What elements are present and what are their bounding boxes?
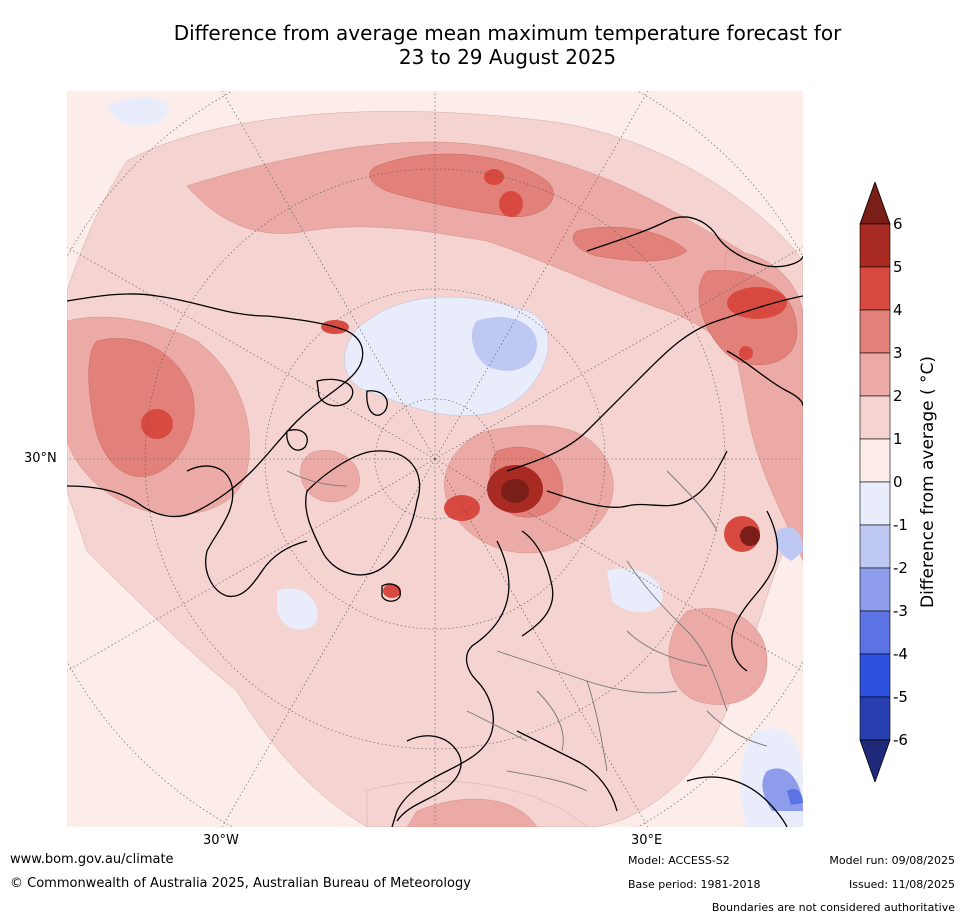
colorbar-tick-label: 2 (893, 387, 903, 405)
colorbar-bin (859, 610, 891, 655)
colorbar-bin (859, 438, 891, 483)
colorbar-tick-label: 6 (893, 215, 903, 233)
country-boundaries (286, 470, 768, 792)
colorbar-extend-bottom (859, 739, 891, 784)
forecast-map (67, 91, 803, 827)
title-line-1: Difference from average mean maximum tem… (173, 21, 842, 45)
colorbar-tick-label: -4 (893, 645, 908, 663)
colorbar-tick-label: 1 (893, 430, 903, 448)
longitude-label-30e: 30°E (631, 833, 663, 848)
colorbar-tick-label: -6 (893, 731, 908, 749)
copyright-notice: © Commonwealth of Australia 2025, Austra… (10, 876, 471, 891)
colorbar-extend-top (859, 180, 891, 225)
colorbar-tick-label: 3 (893, 344, 903, 362)
coastlines (67, 216, 803, 827)
model-info: Model: ACCESS-S2 (628, 854, 730, 867)
colorbar (858, 180, 898, 784)
colorbar-bin (859, 653, 891, 698)
colorbar-svg (859, 180, 891, 784)
colorbar-bin (859, 223, 891, 268)
colorbar-bin (859, 696, 891, 741)
colorbar-tick-label: 5 (893, 258, 903, 276)
colorbar-tick-label: 4 (893, 301, 903, 319)
map-title: Difference from average mean maximum tem… (60, 21, 955, 69)
map-svg (67, 91, 803, 827)
colorbar-tick-label: -1 (893, 516, 908, 534)
colorbar-bin (859, 352, 891, 397)
colorbar-bin (859, 266, 891, 311)
base-period: Base period: 1981-2018 (628, 878, 761, 891)
title-line-2: 23 to 29 August 2025 (398, 45, 617, 69)
colorbar-bin (859, 481, 891, 526)
issued-date: Issued: 11/08/2025 (848, 878, 955, 891)
colorbar-tick-label: -5 (893, 688, 908, 706)
anomaly-5-plus (487, 465, 760, 546)
anomaly-negative (107, 97, 803, 827)
website-url[interactable]: www.bom.gov.au/climate (10, 852, 174, 867)
boundaries-disclaimer: Boundaries are not considered authoritat… (711, 901, 955, 914)
colorbar-tick-label: -3 (893, 602, 908, 620)
longitude-label-30w: 30°W (203, 833, 239, 848)
latitude-label-30n: 30°N (24, 451, 57, 466)
colorbar-bin (859, 395, 891, 440)
colorbar-bin (859, 567, 891, 612)
colorbar-tick-label: 0 (893, 473, 903, 491)
colorbar-tick-label: -2 (893, 559, 908, 577)
graticule (67, 91, 803, 827)
colorbar-bin (859, 309, 891, 354)
model-run-date: Model run: 09/08/2025 (829, 854, 955, 867)
colorbar-bin (859, 524, 891, 569)
colorbar-title-text: Difference from average ( °C) (918, 355, 938, 609)
